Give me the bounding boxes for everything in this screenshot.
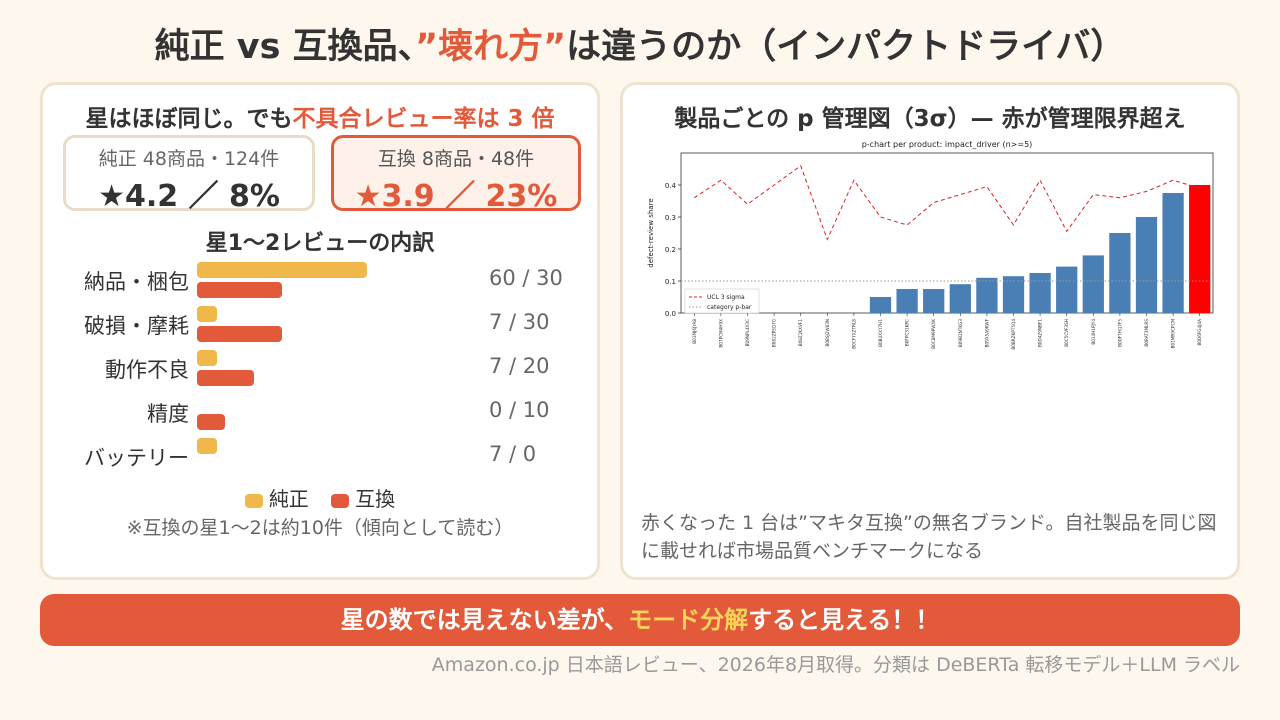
comparison-panel: 星はほぼ同じ。でも不具合レビュー率は 3 倍 純正 48商品・124件 ★4.2… bbox=[40, 82, 600, 580]
x-tick-label: B0RAT3MLRS bbox=[1144, 319, 1149, 347]
conclusion-banner: 星の数では見えない差が、モード分解すると見える！！ bbox=[40, 594, 1240, 646]
breakdown-title: 星1～2レビューの内訳 bbox=[205, 231, 435, 256]
y-tick-label: 0.2 bbox=[665, 246, 676, 254]
p-chart: p-chart per product: impact_driver (n>=5… bbox=[647, 140, 1214, 350]
chart-bar bbox=[869, 297, 892, 313]
breakdown-value: 7 / 30 bbox=[489, 310, 550, 334]
breakdown-note: ※互換の星1～2は約10件（傾向として読む） bbox=[126, 517, 514, 539]
pchart-panel: 製品ごとの p 管理図（3σ）— 赤が管理限界超え p-chart per pr… bbox=[620, 82, 1240, 580]
bar-compat bbox=[197, 414, 226, 430]
x-tick-label: B0C8M9PWXK bbox=[931, 319, 936, 349]
right-heading: 製品ごとの p 管理図（3σ）— 赤が管理限界超え bbox=[674, 106, 1186, 132]
plot-frame bbox=[680, 152, 1214, 314]
x-tick-label: B0DFTHQ7F5 bbox=[1117, 319, 1122, 347]
chart-bar bbox=[1162, 193, 1184, 313]
x-tick-label: B01MJ6JYA8 bbox=[692, 319, 697, 344]
x-tick-label: B0FPC31KRC bbox=[905, 319, 910, 346]
x-tick-label: B0BSJ2W83N bbox=[825, 319, 830, 347]
breakdown-label: バッテリー bbox=[84, 446, 189, 470]
bar-genuine bbox=[197, 350, 217, 366]
genuine-stat-sub: 純正 48商品・124件 bbox=[98, 148, 280, 170]
breakdown-label: 動作不良 bbox=[105, 358, 189, 382]
ucl-line bbox=[694, 165, 1200, 241]
breakdown-value: 60 / 30 bbox=[489, 266, 563, 290]
chart-bar bbox=[923, 289, 945, 313]
y-axis-label: defect-review share bbox=[647, 198, 655, 267]
x-tick-label: B0D4Z9NBF1 bbox=[1038, 319, 1043, 347]
y-tick-label: 0.1 bbox=[665, 278, 676, 286]
x-tick-label: B08Z1KXVF1 bbox=[798, 319, 803, 347]
page-title: 純正 vs 互換品、”壊れ方”は違うのか（インパクトドライバ） bbox=[154, 27, 1126, 67]
breakdown-value: 7 / 20 bbox=[489, 354, 550, 378]
genuine-stat-main: ★4.2 ／ 8% bbox=[98, 179, 280, 214]
bar-genuine bbox=[197, 262, 367, 278]
chart-bar bbox=[1002, 276, 1025, 313]
breakdown-label: 精度 bbox=[147, 402, 189, 426]
right-caption: 赤くなった 1 台は”マキタ互換”の無名ブランド。自社製品を同じ図に載せれば市場… bbox=[641, 512, 1217, 562]
chart-bar bbox=[1135, 217, 1158, 313]
y-tick-label: 0.4 bbox=[665, 182, 677, 190]
legend-compat-label: 互換 bbox=[355, 487, 396, 511]
x-tick-label: B0D6FG4J4A bbox=[1197, 319, 1202, 346]
x-tick-label: B07PCM4H9X bbox=[718, 319, 723, 348]
x-tick-label: B082ZPSQ7G bbox=[772, 319, 777, 347]
source-note: Amazon.co.jp 日本語レビュー、2026年8月取得。分類は DeBER… bbox=[431, 654, 1240, 676]
legend-ucl-label: UCL 3 sigma bbox=[707, 294, 745, 301]
breakdown-label: 破損・摩耗 bbox=[84, 314, 189, 338]
x-tick-label: B09B2NTKG3 bbox=[958, 319, 963, 347]
chart-bar bbox=[976, 277, 998, 313]
chart-bar bbox=[949, 284, 971, 313]
bar-compat bbox=[197, 282, 282, 298]
left-heading: 星はほぼ同じ。でも不具合レビュー率は 3 倍 bbox=[85, 106, 555, 132]
legend-compat-swatch bbox=[331, 493, 350, 508]
x-tick-label: B0BRZKPT5Q4 bbox=[1011, 319, 1016, 350]
bar-compat bbox=[197, 370, 254, 386]
chart-bar bbox=[1029, 273, 1051, 313]
x-tick-label: B014H1PJY4 bbox=[1091, 319, 1096, 345]
breakdown-value: 7 / 0 bbox=[489, 442, 537, 466]
chart-title: p-chart per product: impact_driver (n>=5… bbox=[862, 140, 1033, 149]
chart-bar bbox=[1109, 233, 1131, 313]
x-tick-label: B09X5A9KWF bbox=[984, 318, 989, 347]
chart-bar bbox=[1082, 255, 1104, 313]
y-tick-label: 0.3 bbox=[665, 214, 676, 222]
legend-pbar-label: category p-bar bbox=[707, 304, 752, 311]
y-tick-label: 0.0 bbox=[665, 310, 676, 318]
genuine-stat-card: 純正 48商品・124件 ★4.2 ／ 8% bbox=[63, 135, 315, 214]
breakdown-value: 0 / 10 bbox=[489, 398, 550, 422]
x-tick-label: B0C5CVF3SH bbox=[1064, 319, 1069, 347]
compat-stat-card: 互換 8商品・48件 ★3.9 ／ 23% bbox=[331, 135, 581, 214]
bar-compat bbox=[197, 326, 282, 342]
chart-bar bbox=[1056, 266, 1078, 313]
x-tick-label: B0CF7XZTRL8 bbox=[851, 319, 856, 349]
legend-genuine: 純正 bbox=[244, 483, 309, 512]
x-tick-label: B0B4XXY7H1 bbox=[878, 319, 883, 347]
breakdown-label: 納品・梱包 bbox=[84, 270, 189, 294]
compat-stat-sub: 互換 8商品・48件 bbox=[377, 148, 535, 170]
x-tick-label: B01MR9CPCM bbox=[1171, 319, 1176, 349]
chart-bar bbox=[896, 289, 918, 313]
compat-stat-main: ★3.9 ／ 23% bbox=[354, 179, 558, 214]
legend-genuine-label: 純正 bbox=[268, 487, 309, 511]
chart-legend-box bbox=[684, 288, 760, 314]
x-tick-label: B09NPL4X3C bbox=[745, 319, 750, 346]
breakdown-legend: 純正 互換 bbox=[43, 483, 597, 512]
chart-bar bbox=[1189, 185, 1211, 313]
legend-compat: 互換 bbox=[331, 483, 395, 512]
legend-genuine-swatch bbox=[244, 493, 263, 508]
bar-genuine bbox=[197, 438, 217, 454]
bar-genuine bbox=[197, 306, 217, 322]
